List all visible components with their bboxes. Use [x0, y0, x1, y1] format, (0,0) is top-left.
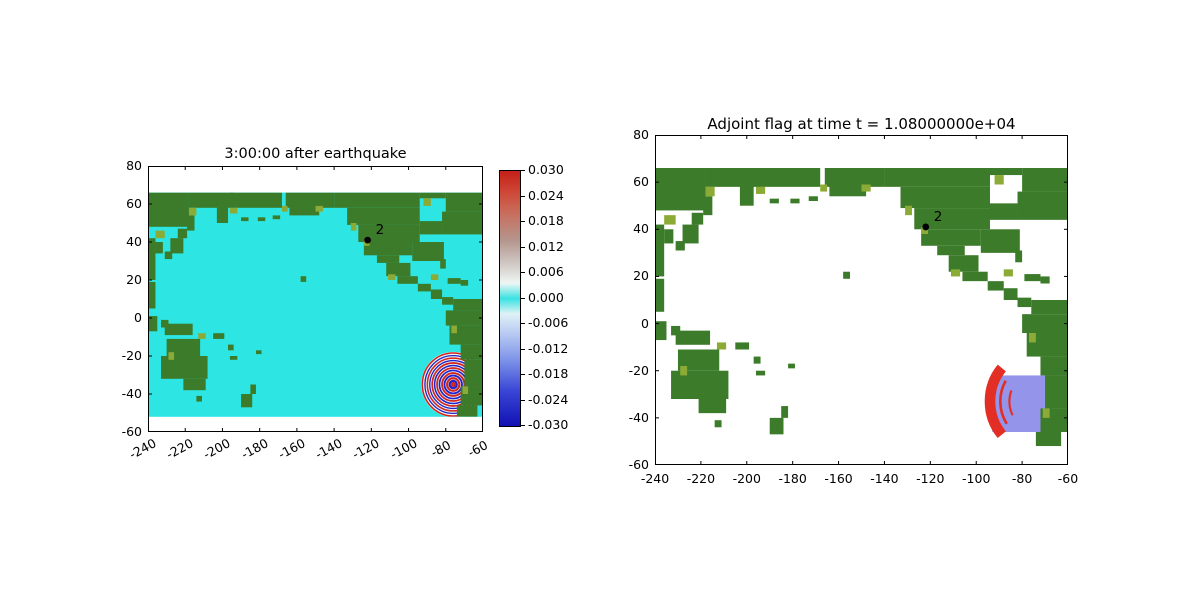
colorbar-tick-mark: [521, 170, 525, 171]
map-canvas-1: 2: [655, 135, 1068, 465]
colorbar-tick-label: 0.030: [528, 162, 564, 177]
y-tick-label: -60: [121, 424, 142, 439]
x-tick-label: -60: [1057, 471, 1079, 486]
colorbar-tick-label: -0.024: [528, 391, 569, 407]
y-tick-label: 0: [134, 310, 142, 325]
y-tick-label: 80: [633, 127, 649, 142]
colorbar-tick-mark: [521, 323, 525, 324]
x-tick-label: -220: [686, 471, 716, 486]
colorbar-tick-label: 0.018: [528, 213, 564, 228]
colorbar-tick-mark: [521, 195, 525, 197]
colorbar-tick-mark: [521, 425, 525, 426]
y-tick-label: -40: [628, 409, 649, 425]
y-tick-label: 20: [633, 268, 649, 284]
colorbar-tick-label: -0.006: [528, 315, 569, 330]
y-tick-label: 60: [126, 196, 142, 211]
x-tick-label: -100: [962, 471, 991, 486]
gauge-marker: [364, 236, 372, 244]
x-tick-label: -240: [640, 471, 670, 486]
x-tick-label: -60: [465, 437, 491, 461]
right-plot-title: Adjoint flag at time t = 1.08000000e+04: [707, 115, 1016, 133]
colorbar-tick-mark: [521, 272, 525, 273]
colorbar-tick-mark: [521, 297, 525, 299]
left-plot-title: 3:00:00 after earthquake: [224, 146, 407, 162]
colorbar-tick-mark: [521, 348, 525, 350]
y-tick-label: 0: [641, 315, 649, 331]
colorbar-tick-label: -0.012: [528, 340, 569, 356]
x-tick-label: -80: [1011, 471, 1033, 486]
x-tick-label: -180: [778, 471, 807, 486]
colorbar-gradient: [499, 170, 521, 427]
y-tick-label: 20: [126, 272, 142, 287]
x-tick-label: -200: [732, 471, 761, 486]
x-tick-label: -100: [387, 435, 420, 462]
colorbar-tick-label: 0.006: [528, 264, 564, 279]
colorbar-tick-label: -0.018: [528, 366, 569, 381]
x-tick-label: -120: [916, 471, 945, 486]
land-layer: [655, 168, 1068, 447]
y-tick-label: -40: [121, 386, 142, 401]
colorbar-tick-mark: [521, 221, 525, 222]
gauge-marker: [922, 223, 930, 231]
colorbar-tick-label: -0.030: [528, 417, 569, 432]
x-tick-label: -120: [349, 435, 383, 462]
x-tick-label: -200: [201, 435, 234, 462]
colorbar-tick-label: 0.012: [528, 238, 564, 254]
x-tick-label: -140: [870, 471, 899, 486]
colorbar-tick-label: 0.024: [528, 187, 564, 203]
land-layer: [148, 192, 483, 417]
y-tick-label: -60: [628, 457, 649, 472]
colorbar-tick-mark: [521, 246, 525, 248]
colorbar-tick-mark: [521, 399, 525, 401]
colorbar-tick-mark: [521, 374, 525, 375]
gauge-label: 2: [376, 222, 385, 238]
x-tick-label: -160: [824, 471, 853, 486]
y-tick-label: 80: [126, 158, 142, 173]
x-tick-label: -180: [238, 435, 271, 462]
y-tick-label: -20: [628, 362, 649, 378]
gauge-label: 2: [934, 209, 943, 225]
y-tick-label: 40: [126, 234, 142, 249]
y-tick-label: -20: [121, 348, 142, 363]
y-tick-label: 60: [633, 174, 649, 190]
colorbar-tick-label: 0.000: [528, 289, 564, 305]
y-tick-label: 40: [633, 221, 649, 237]
map-canvas-0: 2: [148, 166, 483, 432]
